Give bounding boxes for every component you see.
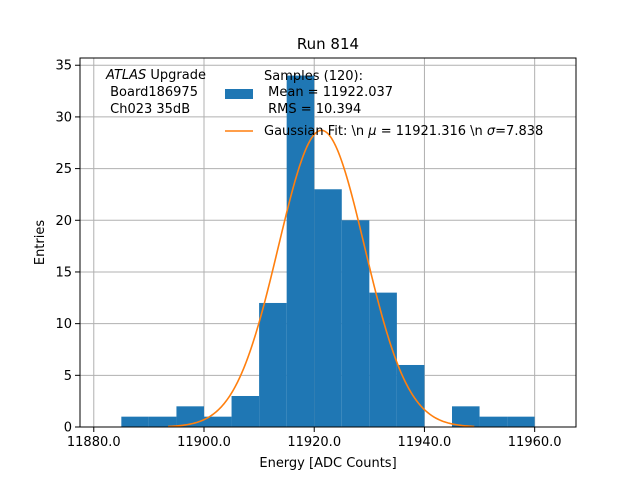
plot-frame xyxy=(79,57,577,428)
annotation-atlas: ATLAS xyxy=(105,68,146,83)
histogram-bar xyxy=(452,406,480,427)
y-tick-label: 20 xyxy=(55,214,72,229)
x-tick-label: 11900.0 xyxy=(177,435,231,450)
y-tick-label: 15 xyxy=(55,265,72,280)
x-tick-label: 11880.0 xyxy=(67,435,121,450)
histogram-bar xyxy=(369,292,397,427)
y-axis-label: Entries xyxy=(33,220,48,266)
y-tick-label: 35 xyxy=(55,59,72,74)
legend-fit-mid: = 11921.316 \n xyxy=(377,124,487,139)
atlas-annotation: ATLAS Upgrade Board186975 Ch023 35dB xyxy=(105,68,206,117)
legend-fit-mu: μ xyxy=(367,124,376,139)
histogram-bar xyxy=(231,395,260,427)
y-tick-label: 30 xyxy=(55,110,72,125)
histogram-bar xyxy=(314,189,342,427)
histogram-bar xyxy=(121,416,149,427)
histogram-bars xyxy=(121,75,535,428)
histogram-bar xyxy=(479,416,508,427)
legend-fit-sigma: σ xyxy=(487,124,496,139)
x-axis-ticks: 11880.0 11900.0 11920.0 11940.0 11960.0 xyxy=(67,427,562,450)
y-tick-label: 5 xyxy=(64,369,72,384)
annotation-line-2: Board186975 xyxy=(106,85,198,100)
histogram-bar xyxy=(507,416,535,427)
annotation-line-1: ATLAS Upgrade xyxy=(105,68,206,83)
legend-samples-line-1: Samples (120): xyxy=(264,69,363,84)
x-tick-label: 11920.0 xyxy=(287,435,341,450)
legend-samples-line-3: RMS = 10.394 xyxy=(264,102,361,117)
gaussian-fit-curve xyxy=(168,129,475,428)
legend-fit-suffix: =7.838 xyxy=(495,124,543,139)
x-axis-label: Energy [ADC Counts] xyxy=(259,456,396,471)
annotation-line-3: Ch023 35dB xyxy=(106,102,190,117)
histogram-bar xyxy=(341,220,370,427)
histogram-bar xyxy=(259,302,287,427)
annotation-upgrade: Upgrade xyxy=(146,68,206,83)
y-tick-label: 0 xyxy=(64,421,72,436)
legend: Samples (120): Mean = 11922.037 RMS = 10… xyxy=(225,69,543,139)
y-tick-label: 10 xyxy=(55,317,72,332)
histogram-bar xyxy=(204,416,232,427)
legend-fit-prefix: Gaussian Fit: \n xyxy=(264,124,368,139)
x-tick-label: 11940.0 xyxy=(398,435,452,450)
legend-samples-line-2: Mean = 11922.037 xyxy=(264,85,393,100)
legend-fit-label: Gaussian Fit: \n μ = 11921.316 \n σ=7.83… xyxy=(264,124,543,139)
legend-samples-patch xyxy=(225,89,253,99)
x-tick-label: 11960.0 xyxy=(508,435,562,450)
histogram-bar xyxy=(286,75,315,428)
y-axis-ticks: 0 5 10 15 20 25 30 35 xyxy=(55,59,80,436)
chart-title: Run 814 xyxy=(297,35,359,53)
histogram-bar xyxy=(148,416,177,427)
y-tick-label: 25 xyxy=(55,162,72,177)
